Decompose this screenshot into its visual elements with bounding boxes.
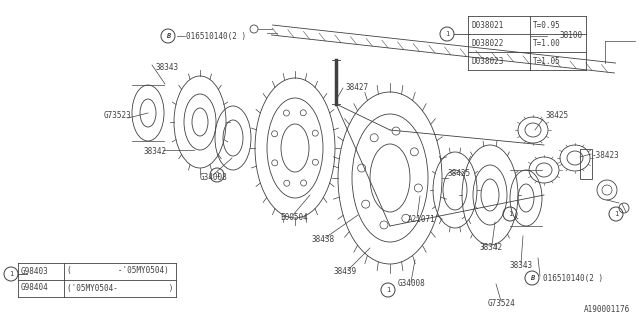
Text: D038023: D038023 [471, 57, 504, 66]
Text: 38342: 38342 [144, 148, 167, 156]
Text: ('05MY0504-           ): ('05MY0504- ) [67, 284, 173, 292]
Text: 1: 1 [445, 31, 449, 37]
Text: A190001176: A190001176 [584, 305, 630, 314]
Text: -38423: -38423 [592, 151, 620, 161]
Text: T=1.00: T=1.00 [533, 38, 561, 47]
Text: B: B [530, 275, 534, 281]
Text: 38343: 38343 [155, 63, 178, 73]
Text: 016510140(2 ): 016510140(2 ) [186, 31, 246, 41]
Text: T=1.05: T=1.05 [533, 57, 561, 66]
Text: 1: 1 [614, 211, 618, 217]
Text: 38427: 38427 [345, 84, 368, 92]
Text: G34008: G34008 [200, 173, 228, 182]
Text: 38439: 38439 [334, 268, 357, 276]
Text: 38100: 38100 [560, 31, 583, 41]
Text: 1: 1 [508, 211, 512, 217]
Text: T=0.95: T=0.95 [533, 20, 561, 29]
Text: 38425: 38425 [448, 170, 471, 179]
Text: E00504: E00504 [280, 213, 308, 222]
Text: G98403: G98403 [21, 267, 49, 276]
Text: G34008: G34008 [398, 279, 426, 289]
Text: 1: 1 [386, 287, 390, 293]
Text: 38343: 38343 [510, 261, 533, 270]
Text: G73523: G73523 [104, 111, 132, 121]
Text: B: B [166, 33, 170, 39]
Bar [580, 149, 592, 179]
Text: G73524: G73524 [488, 300, 516, 308]
Text: 38438: 38438 [312, 236, 335, 244]
Text: G98404: G98404 [21, 284, 49, 292]
Text: D038021: D038021 [471, 20, 504, 29]
Text: 1: 1 [9, 271, 13, 277]
Text: D038022: D038022 [471, 38, 504, 47]
Text: 016510140(2 ): 016510140(2 ) [543, 274, 603, 283]
Text: 38342: 38342 [480, 244, 503, 252]
Text: A21071: A21071 [408, 215, 436, 225]
Text: (          -'05MY0504): ( -'05MY0504) [67, 267, 169, 276]
Text: 38425: 38425 [546, 111, 569, 121]
Text: 1: 1 [215, 172, 219, 178]
